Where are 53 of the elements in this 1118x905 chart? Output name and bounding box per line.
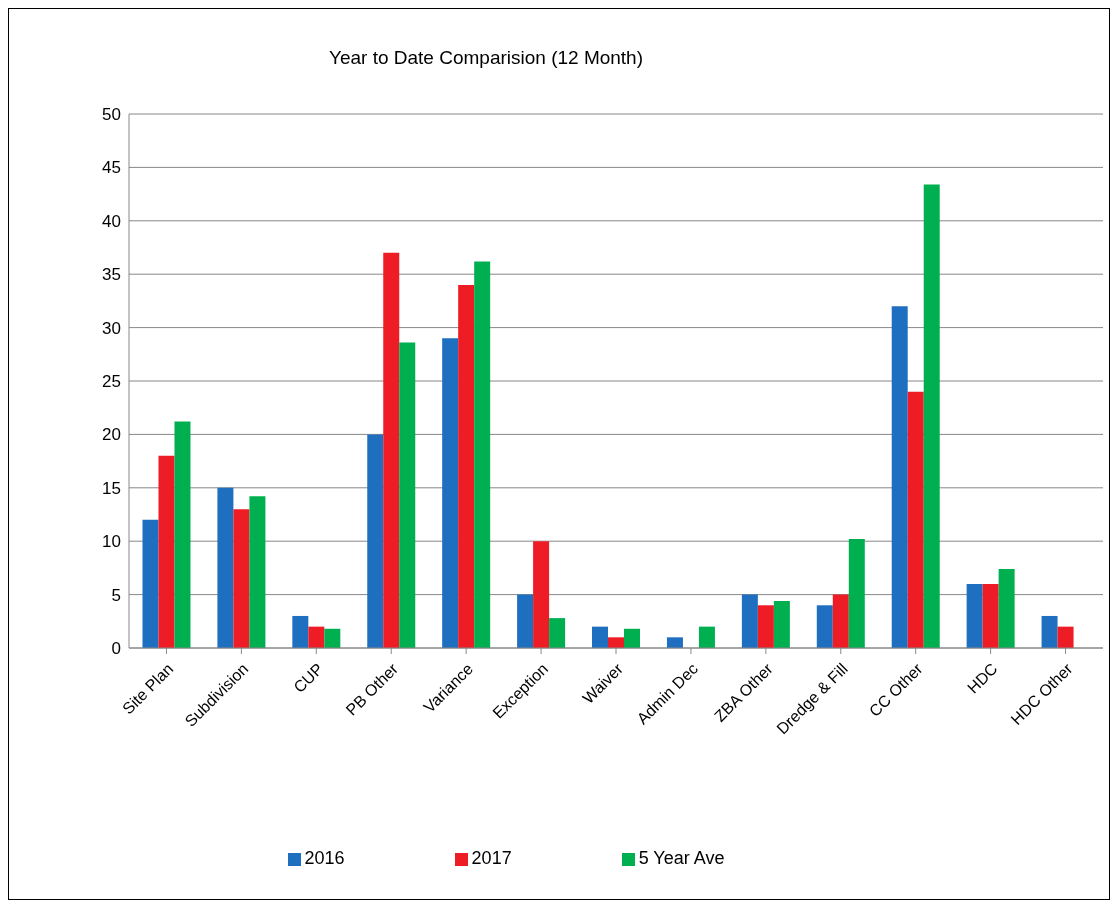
bar: [174, 421, 191, 648]
bar: [399, 342, 416, 648]
legend-label: 2017: [471, 848, 512, 868]
bar: [966, 583, 983, 648]
bar: [923, 184, 940, 648]
bar: [458, 284, 475, 648]
y-tick-label: 30: [102, 318, 121, 338]
bar: [608, 637, 625, 648]
bar: [158, 455, 175, 648]
bar: [249, 496, 266, 648]
y-tick-label: 15: [102, 478, 121, 498]
bar: [698, 626, 715, 648]
x-tick-label: Site Plan: [119, 660, 177, 718]
bar: [324, 628, 341, 648]
y-tick-label: 10: [102, 532, 121, 552]
bar: [832, 594, 849, 648]
bar: [308, 626, 325, 648]
bar: [773, 601, 790, 648]
bar: [741, 594, 758, 648]
legend-label: 5 Year Ave: [638, 848, 725, 868]
bar: [292, 615, 309, 648]
bar: [998, 568, 1015, 648]
bar: [666, 637, 683, 648]
legend-label: 2016: [304, 848, 345, 868]
bar: [891, 306, 908, 648]
bar: [757, 605, 774, 648]
bar: [474, 261, 491, 648]
bar: [142, 519, 159, 648]
bar: [907, 391, 924, 648]
bar: [1057, 626, 1074, 648]
bar: [367, 434, 384, 648]
bar: [816, 605, 833, 648]
bar: [592, 626, 609, 648]
y-tick-label: 0: [111, 639, 121, 659]
bar: [848, 539, 865, 648]
y-tick-label: 5: [111, 585, 121, 605]
chart-title: Year to Date Comparision (12 Month): [329, 47, 644, 69]
bar: [383, 252, 400, 648]
bar: [533, 541, 550, 648]
bar: [982, 583, 999, 648]
y-tick-label: 25: [102, 372, 121, 392]
y-tick-label: 40: [102, 211, 121, 231]
y-tick-label: 45: [102, 158, 121, 178]
y-tick-label: 20: [102, 425, 121, 445]
bar: [549, 618, 566, 648]
y-tick-label: 35: [102, 265, 121, 285]
bar: [624, 628, 641, 648]
bar: [1041, 615, 1058, 648]
bar: [442, 338, 459, 648]
y-tick-label: 50: [102, 105, 121, 125]
bar: [233, 509, 250, 648]
bar: [217, 487, 234, 648]
bar: [517, 594, 534, 648]
